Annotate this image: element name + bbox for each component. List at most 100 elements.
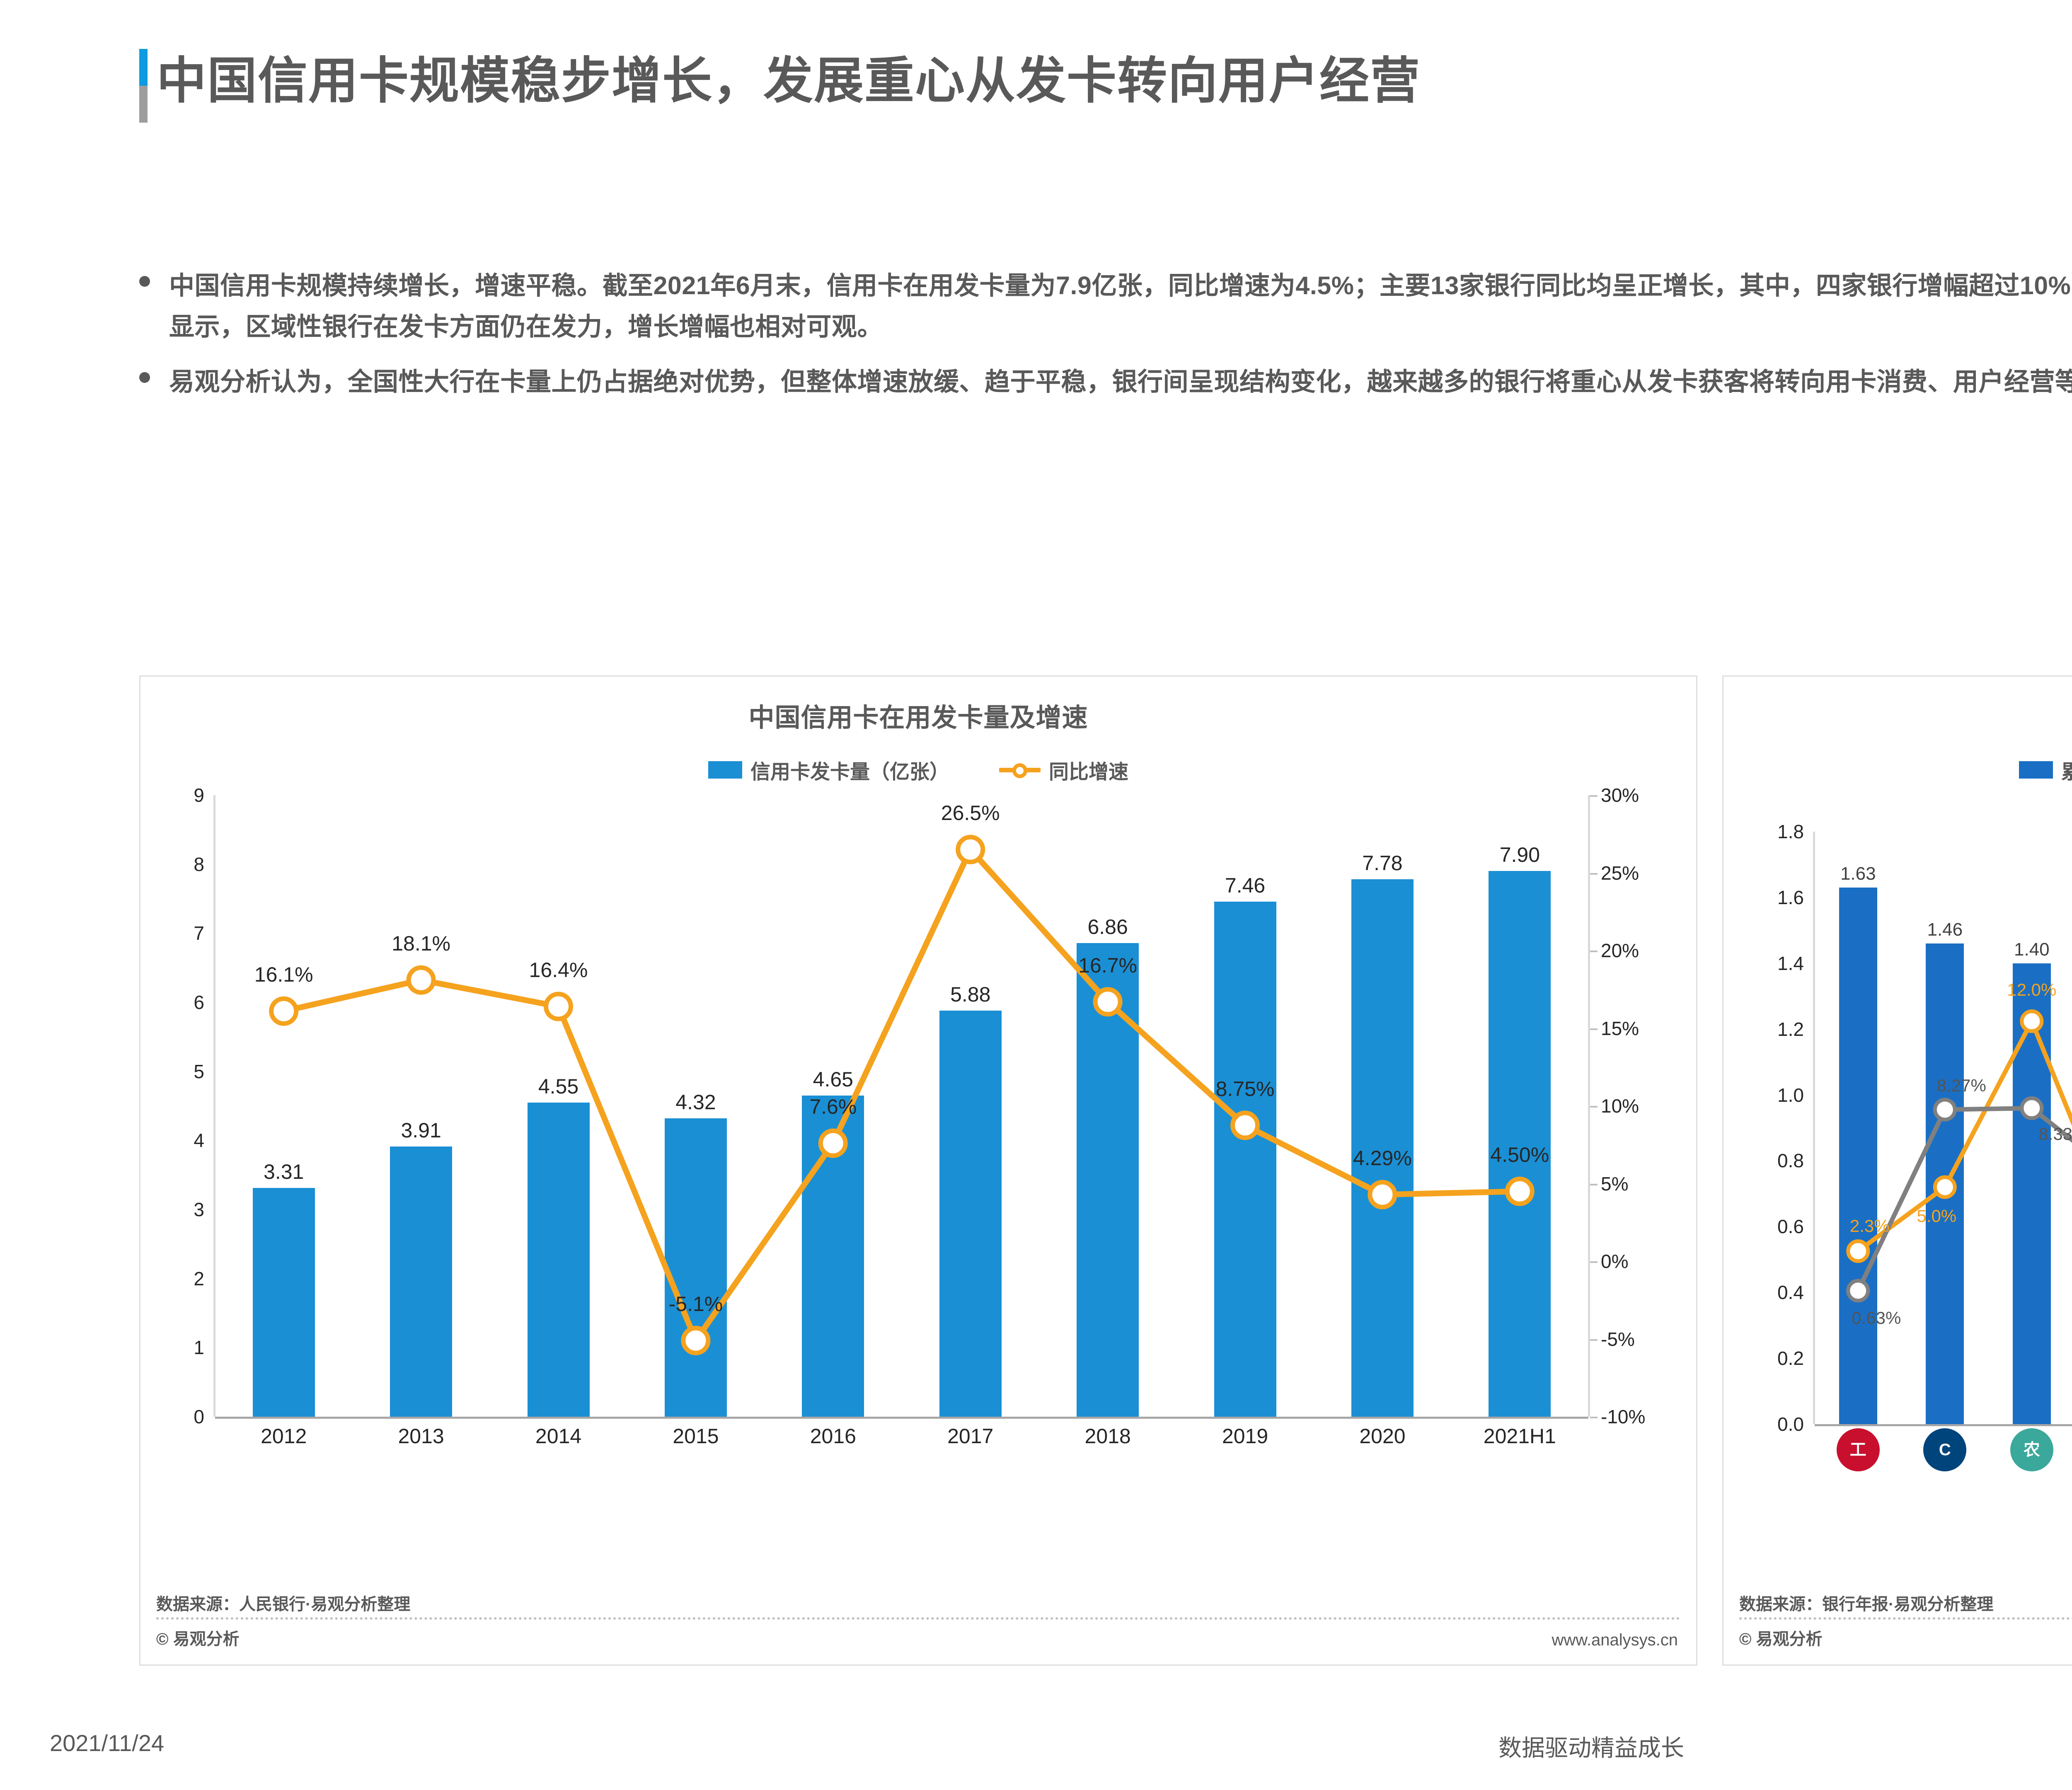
bar <box>527 1102 590 1417</box>
footer-slogan: 数据驱动精益成长 <box>1498 1735 1684 1761</box>
left-chart-copyright: © 易观分析 <box>156 1630 240 1648</box>
y-axis-tick-label: 1.0 <box>1777 1084 1804 1106</box>
left-chart-title: 中国信用卡在用发卡量及增速 <box>748 704 1088 732</box>
secondary-y-axis-tick-label: 30% <box>1601 784 1639 806</box>
page-header: 中国信用卡规模稳步增长，发展重心从发卡转向用户经营 analysys 易观分析 <box>0 0 2072 137</box>
page-footer: 2021/11/24 数据驱动精益成长 5 <box>0 1730 2072 1767</box>
y-axis-tick-label: 9 <box>194 784 204 806</box>
line-point-value-label: 16.7% <box>1078 953 1137 977</box>
legend-item: 同比增速 <box>999 755 1128 784</box>
bullet-dot-icon <box>139 276 150 287</box>
bar <box>1214 901 1276 1417</box>
right-chart-bank-logos: 工C农中招中光交平S兴民邮 <box>1815 1428 2072 1471</box>
bar-slot: 7.78 <box>1314 795 1451 1417</box>
right-chart-plot-area: 0.00.20.40.60.81.01.21.41.61.8-5%0%5%10%… <box>1777 821 2072 1435</box>
left-chart-website: www.analysys.cn <box>1552 1631 1678 1649</box>
line-point-value-label: 7.6% <box>809 1095 857 1118</box>
x-axis-line <box>215 1417 1588 1419</box>
x-axis-tick-label: 2021H1 <box>1483 1425 1556 1448</box>
axis-tickmark <box>1590 873 1598 875</box>
secondary-y-axis-tick-label: 15% <box>1601 1017 1639 1039</box>
x-axis-tick-label: 2020 <box>1359 1425 1406 1448</box>
y-axis-tick-label: 3 <box>194 1199 204 1220</box>
legend-label: 累计信用卡量（亿张） <box>2061 761 2072 783</box>
bar-slot: 4.55 <box>490 795 627 1417</box>
right-chart-copyright: © 易观分析 <box>1739 1630 1823 1648</box>
left-chart-x-axis-labels: 2012 2013 2014 2015 2016 2017 2018 2019 2020 2021… <box>215 1424 1588 1448</box>
bar-slot: 5.88 <box>902 795 1039 1417</box>
y-axis-line <box>213 795 215 1417</box>
secondary-y-axis-tick-label: -5% <box>1601 1328 1635 1350</box>
bar-value-label: 1.40 <box>2014 939 2050 960</box>
y-axis-tick-label: 7 <box>194 922 204 944</box>
x-axis-tick-label: 2013 <box>398 1425 444 1448</box>
secondary-y-axis-tick-label: -10% <box>1601 1406 1646 1427</box>
bar-value-label: 7.46 <box>1225 873 1266 897</box>
icbc-logo: 工 <box>1836 1428 1880 1471</box>
y-axis-tick-label: 0.0 <box>1777 1413 1804 1435</box>
bar-slot: 3.31 <box>215 795 352 1417</box>
page-title: 中国信用卡规模稳步增长，发展重心从发卡转向用户经营 <box>157 53 1421 109</box>
bar <box>2012 963 2051 1424</box>
y-axis-tick-label: 1.4 <box>1777 952 1804 974</box>
secondary-y-axis-tick-label: 25% <box>1601 862 1639 884</box>
bar <box>939 1011 1002 1417</box>
legend-line-marker-icon <box>999 762 1041 778</box>
y-axis-tick-label: 2 <box>194 1268 204 1289</box>
line-point-value-label: 0.63% <box>1852 1308 1901 1328</box>
y-axis-tick-label: 6 <box>194 992 204 1013</box>
axis-tickmark <box>1590 951 1598 952</box>
line-point-value-label: 8.33% <box>2038 1124 2072 1144</box>
secondary-y-axis-tick-label: 5% <box>1601 1173 1629 1195</box>
bullet-list: 中国信用卡规模持续增长，增速平稳。截至2021年6月末，信用卡在用发卡量为7.9… <box>139 265 2072 416</box>
x-axis-tick-label: 2012 <box>261 1425 307 1448</box>
title-accent-bar <box>139 49 148 123</box>
y-axis-tick-label: 0.4 <box>1777 1282 1804 1304</box>
bar <box>390 1147 453 1417</box>
y-axis-tick-label: 0.6 <box>1777 1216 1804 1238</box>
legend-label: 信用卡发卡量（亿张） <box>750 761 949 783</box>
x-axis-line <box>1815 1424 2072 1426</box>
bar-value-label: 4.32 <box>675 1091 716 1114</box>
axis-tickmark <box>1590 1417 1598 1418</box>
y-axis-tick-label: 8 <box>194 853 204 875</box>
footer-date: 2021/11/24 <box>50 1730 165 1756</box>
divider <box>1739 1617 2072 1620</box>
legend-item: 信用卡发卡量（亿张） <box>708 755 949 784</box>
bar <box>1926 943 1964 1424</box>
bar-slot: 1.46 <box>1902 832 1989 1424</box>
bank-logo-slot: 农 <box>1988 1428 2072 1471</box>
x-axis-tick-label: 2014 <box>535 1425 582 1448</box>
line-point-value-label: 4.29% <box>1353 1147 1412 1170</box>
left-chart-source: 数据来源：人民银行·易观分析整理 <box>156 1595 411 1613</box>
axis-tickmark <box>1590 1339 1598 1341</box>
bar-value-label: 1.46 <box>1927 919 1963 940</box>
line-point-value-label: 5.0% <box>1917 1206 1957 1226</box>
axis-tickmark <box>1590 1028 1598 1030</box>
y-axis-line <box>1813 832 1815 1424</box>
bar-value-label: 4.65 <box>813 1068 853 1091</box>
left-chart-plot-area: 0 1 2 3 4 5 6 7 8 9 -10% -5% 0% 5% 10% 15% 20% 25% 30% 3.31… <box>194 784 1645 1427</box>
line-point-value-label: 26.5% <box>941 801 1000 825</box>
line-point-value-label: -5.1% <box>668 1292 723 1316</box>
y-axis-tick-label: 1 <box>194 1337 204 1359</box>
divider <box>156 1617 1680 1620</box>
bar-slot: 6.86 <box>1039 795 1176 1417</box>
legend-color-swatch <box>2019 761 2053 779</box>
bar-value-label: 3.31 <box>264 1160 304 1184</box>
secondary-y-axis-line <box>1588 795 1590 1417</box>
legend-color-swatch <box>708 761 742 779</box>
y-axis-tick-label: 1.6 <box>1777 886 1804 908</box>
left-chart-panel: 中国信用卡在用发卡量及增速 信用卡发卡量（亿张） 同比增速 0 1 2 3 4 5 6 7 8 9 -… <box>139 675 1697 1666</box>
left-chart-legend: 信用卡发卡量（亿张） 同比增速 <box>140 755 1696 784</box>
x-axis-tick-label: 2017 <box>947 1425 994 1448</box>
bar-group: 3.31 3.91 4.55 4.32 4.65 5.88 6.86 7.46 7.78 7.90 <box>215 795 1588 1417</box>
line-point-value-label: 4.50% <box>1490 1143 1549 1167</box>
y-axis-tick-label: 4 <box>194 1130 204 1151</box>
bar-slot: 1.63 <box>1815 832 1902 1424</box>
bar-value-label: 4.55 <box>538 1074 579 1098</box>
right-chart-source: 数据来源：银行年报·易观分析整理 <box>1739 1595 1994 1613</box>
x-axis-tick-label: 2018 <box>1084 1425 1131 1448</box>
bullet-text: 易观分析认为，全国性大行在卡量上仍占据绝对优势，但整体增速放缓、趋于平稳，银行间… <box>169 367 2072 396</box>
ccb-logo: C <box>1923 1428 1967 1471</box>
